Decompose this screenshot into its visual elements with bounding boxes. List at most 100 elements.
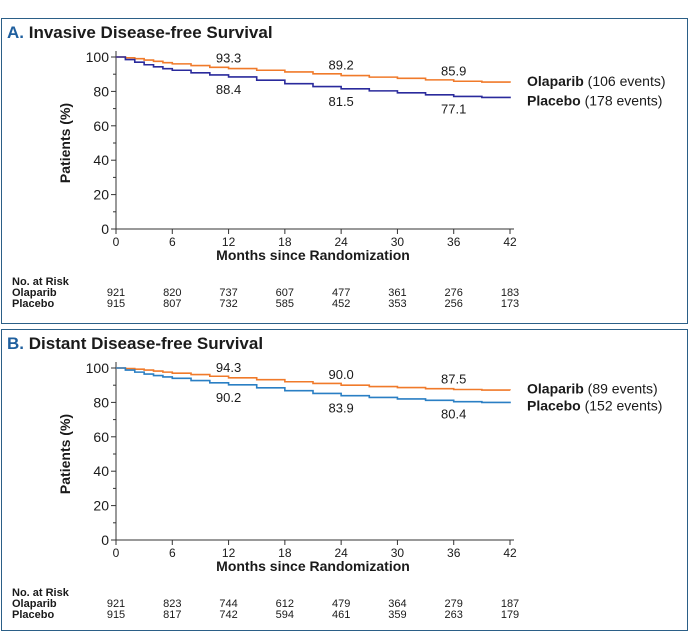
risk-header: No. at Risk xyxy=(12,276,69,288)
data-label: 93.3 xyxy=(216,51,241,66)
series-line-olaparib xyxy=(116,367,511,391)
panel-letter: A. xyxy=(7,23,24,42)
panel-distant-dfs: B. Distant Disease-free Survival 0 20 40 60… xyxy=(1,329,688,631)
risk-row-label: Placebo xyxy=(12,609,55,621)
risk-value: 594 xyxy=(275,609,295,621)
risk-table-b: No. at Risk Olaparib 921 823 744 612 479 364 27… xyxy=(12,587,519,621)
x-tick-label: 12 xyxy=(222,235,236,249)
risk-value: 807 xyxy=(163,298,182,310)
data-label: 89.2 xyxy=(328,58,353,73)
risk-value: 744 xyxy=(219,598,238,610)
panel-title-text: Invasive Disease-free Survival xyxy=(28,23,273,42)
risk-header: No. at Risk xyxy=(12,587,69,599)
data-label: 90.2 xyxy=(216,390,241,405)
risk-value: 742 xyxy=(219,609,238,621)
risk-table-a: No. at Risk Olaparib 921 820 737 607 477 361 27… xyxy=(12,276,519,310)
y-tick-label: 0 xyxy=(101,532,109,548)
risk-value: 585 xyxy=(275,298,295,310)
risk-value: 817 xyxy=(163,609,182,621)
y-tick-label: 100 xyxy=(86,49,110,65)
data-label: 85.9 xyxy=(441,63,466,78)
risk-value: 173 xyxy=(500,298,520,310)
risk-value: 256 xyxy=(444,298,463,310)
risk-value: 915 xyxy=(106,609,126,621)
y-tick-label: 80 xyxy=(93,83,109,99)
y-tick-label: 20 xyxy=(93,498,109,514)
legend-series-note: (106 events) xyxy=(584,73,666,89)
risk-value: 732 xyxy=(219,298,238,310)
y-tick-label: 40 xyxy=(93,463,109,479)
risk-row-label: Placebo xyxy=(12,298,55,310)
risk-value: 477 xyxy=(331,287,351,299)
risk-value: 364 xyxy=(388,598,407,610)
x-axis-label: Months since Randomization xyxy=(216,558,410,574)
x-tick-label: 30 xyxy=(391,546,405,560)
risk-value: 276 xyxy=(444,287,463,299)
x-tick-label: 18 xyxy=(278,235,292,249)
x-tick-label: 36 xyxy=(447,546,461,560)
legend-entry: Olaparib (106 events) xyxy=(527,73,666,89)
risk-value: 452 xyxy=(331,298,351,310)
risk-value: 187 xyxy=(500,598,520,610)
x-tick-label: 6 xyxy=(169,235,176,249)
panel-title: B. Distant Disease-free Survival xyxy=(7,334,263,354)
risk-row: Olaparib 921 820 737 607 477 361 276 183 xyxy=(12,287,519,299)
legend-series-name: Placebo xyxy=(527,92,581,108)
y-tick-label: 60 xyxy=(93,429,109,445)
series-line-placebo xyxy=(116,56,511,99)
x-tick-label: 18 xyxy=(278,546,292,560)
risk-row-label: Olaparib xyxy=(12,287,57,299)
data-label: 90.0 xyxy=(328,367,353,382)
series-line-olaparib xyxy=(116,56,511,83)
survival-chart-b: 0 20 40 60 80 100 0 6 12 18 24 30 36 42 Months since R… xyxy=(57,360,662,574)
data-label: 87.5 xyxy=(441,372,466,387)
risk-value: 361 xyxy=(388,287,407,299)
risk-value: 820 xyxy=(163,287,182,299)
risk-row: Olaparib 921 823 744 612 479 364 279 187 xyxy=(12,598,519,610)
risk-value: 607 xyxy=(275,287,295,299)
risk-row-label: Olaparib xyxy=(12,598,57,610)
risk-value: 279 xyxy=(444,598,463,610)
risk-value: 915 xyxy=(106,298,126,310)
risk-row: Placebo 915 807 732 585 452 353 256 173 xyxy=(12,298,519,310)
data-label: 83.9 xyxy=(328,401,353,416)
survival-chart-a: 0 20 40 60 80 100 0 6 12 18 24 30 36 42 Months since R… xyxy=(57,49,666,263)
y-tick-label: 0 xyxy=(101,221,109,237)
y-tick-label: 40 xyxy=(93,152,109,168)
legend-entry: Olaparib (89 events) xyxy=(527,380,658,396)
risk-value: 823 xyxy=(163,598,182,610)
x-tick-label: 0 xyxy=(113,235,120,249)
risk-value: 179 xyxy=(500,609,520,621)
x-tick-label: 0 xyxy=(113,546,120,560)
panel-invasive-dfs: A. Invasive Disease-free Survival 0 20 40 6… xyxy=(1,18,688,324)
panel-letter: B. xyxy=(7,334,24,353)
x-axis-label: Months since Randomization xyxy=(216,247,410,263)
risk-value: 921 xyxy=(106,598,126,610)
legend-series-name: Olaparib xyxy=(527,380,584,396)
risk-value: 353 xyxy=(388,298,407,310)
legend-entry: Placebo (152 events) xyxy=(527,397,662,413)
y-tick-label: 20 xyxy=(93,187,109,203)
risk-value: 612 xyxy=(275,598,295,610)
x-tick-label: 36 xyxy=(447,235,461,249)
data-label: 80.4 xyxy=(441,407,466,422)
legend-series-name: Olaparib xyxy=(527,73,584,89)
series-line-placebo xyxy=(116,367,511,404)
data-label: 88.4 xyxy=(216,82,241,97)
y-axis-label: Patients (%) xyxy=(57,414,73,494)
y-tick-label: 80 xyxy=(93,394,109,410)
risk-value: 921 xyxy=(106,287,126,299)
y-axis-label: Patients (%) xyxy=(57,103,73,183)
data-label: 77.1 xyxy=(441,101,466,116)
legend-series-note: (178 events) xyxy=(581,92,663,108)
legend-entry: Placebo (178 events) xyxy=(527,92,662,108)
x-tick-label: 12 xyxy=(222,546,236,560)
risk-value: 263 xyxy=(444,609,463,621)
x-tick-label: 42 xyxy=(503,235,517,249)
risk-value: 183 xyxy=(500,287,520,299)
x-tick-label: 30 xyxy=(391,235,405,249)
x-tick-label: 6 xyxy=(169,546,176,560)
y-tick-label: 100 xyxy=(86,360,110,376)
legend-series-name: Placebo xyxy=(527,397,581,413)
data-label: 94.3 xyxy=(216,360,241,375)
